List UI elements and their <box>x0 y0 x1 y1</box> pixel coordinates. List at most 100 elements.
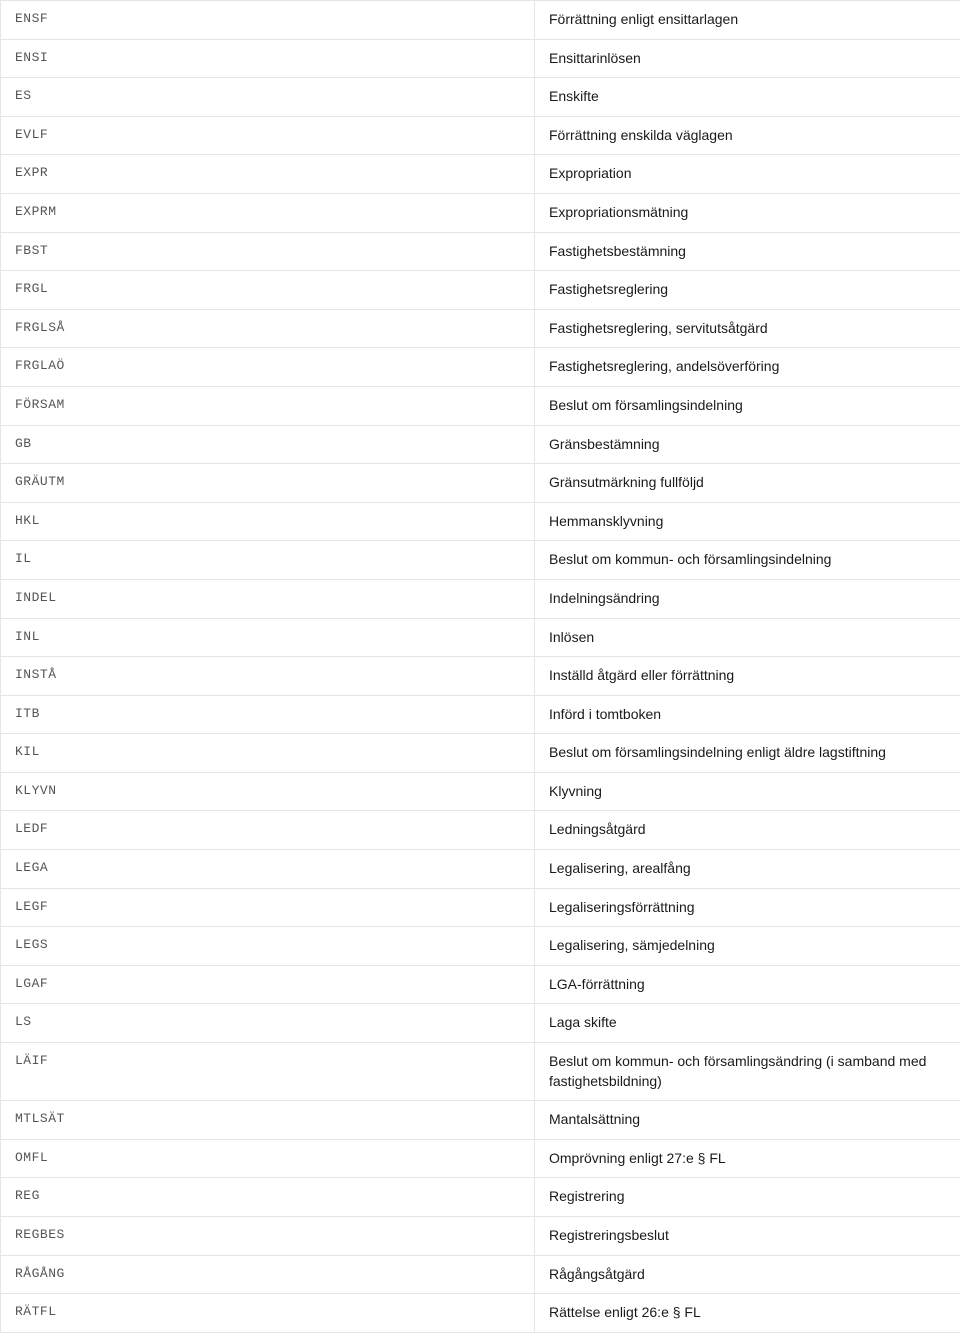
code-cell: HKL <box>1 502 535 541</box>
description-cell: Gränsbestämning <box>535 425 960 464</box>
code-cell: GRÄUTM <box>1 464 535 503</box>
code-cell: LEGA <box>1 850 535 889</box>
code-cell: LEDF <box>1 811 535 850</box>
table-row: EXPRMExpropriationsmätning <box>1 193 960 232</box>
description-cell: Inställd åtgärd eller förrättning <box>535 657 960 696</box>
description-cell: Fastighetsreglering <box>535 271 960 310</box>
code-cell: FÖRSAM <box>1 386 535 425</box>
description-cell: Fastighetsbestämning <box>535 232 960 271</box>
description-cell: Omprövning enligt 27:e § FL <box>535 1139 960 1178</box>
code-cell: ENSF <box>1 1 535 40</box>
description-cell: Rågångsåtgärd <box>535 1255 960 1294</box>
table-row: KILBeslut om församlingsindelning enligt… <box>1 734 960 773</box>
description-cell: Expropriationsmätning <box>535 193 960 232</box>
table-row: LÄIFBeslut om kommun- och församlingsänd… <box>1 1043 960 1101</box>
code-cell: IL <box>1 541 535 580</box>
description-cell: Indelningsändring <box>535 579 960 618</box>
description-cell: Beslut om kommun- och församlingsändring… <box>535 1043 960 1101</box>
table-row: FBSTFastighetsbestämning <box>1 232 960 271</box>
description-cell: Hemmansklyvning <box>535 502 960 541</box>
code-cell: LGAF <box>1 965 535 1004</box>
table-row: FÖRSAMBeslut om församlingsindelning <box>1 386 960 425</box>
description-cell: Fastighetsreglering, servitutsåtgärd <box>535 309 960 348</box>
table-row: INLInlösen <box>1 618 960 657</box>
table-row: EXPRExpropriation <box>1 155 960 194</box>
description-cell: Inlösen <box>535 618 960 657</box>
table-row: FRGLSÅFastighetsreglering, servitutsåtgä… <box>1 309 960 348</box>
code-cell: FRGLAÖ <box>1 348 535 387</box>
table-row: INSTÅInställd åtgärd eller förrättning <box>1 657 960 696</box>
description-cell: Beslut om kommun- och församlingsindelni… <box>535 541 960 580</box>
table-row: FRGLFastighetsreglering <box>1 271 960 310</box>
table-row: RÅGÅNGRågångsåtgärd <box>1 1255 960 1294</box>
code-cell: INSTÅ <box>1 657 535 696</box>
code-cell: REGBES <box>1 1217 535 1256</box>
description-cell: Legaliseringsförrättning <box>535 888 960 927</box>
description-cell: Laga skifte <box>535 1004 960 1043</box>
table-row: OMFLOmprövning enligt 27:e § FL <box>1 1139 960 1178</box>
code-cell: ES <box>1 78 535 117</box>
description-cell: Mantalsättning <box>535 1101 960 1140</box>
description-cell: Beslut om församlingsindelning enligt äl… <box>535 734 960 773</box>
table-row: REGRegistrering <box>1 1178 960 1217</box>
code-cell: KLYVN <box>1 772 535 811</box>
code-cell: EVLF <box>1 116 535 155</box>
table-row: GBGränsbestämning <box>1 425 960 464</box>
code-cell: FRGLSÅ <box>1 309 535 348</box>
description-cell: Beslut om församlingsindelning <box>535 386 960 425</box>
code-cell: ENSI <box>1 39 535 78</box>
codes-table: ENSFFörrättning enligt ensittarlagenENSI… <box>0 0 960 1333</box>
table-row: LEGSLegalisering, sämjedelning <box>1 927 960 966</box>
description-cell: Gränsutmärkning fullföljd <box>535 464 960 503</box>
description-cell: Rättelse enligt 26:e § FL <box>535 1294 960 1333</box>
table-row: INDELIndelningsändring <box>1 579 960 618</box>
description-cell: Förrättning enskilda väglagen <box>535 116 960 155</box>
code-cell: GB <box>1 425 535 464</box>
code-cell: ITB <box>1 695 535 734</box>
code-cell: RÄTFL <box>1 1294 535 1333</box>
table-row: MTLSÄTMantalsättning <box>1 1101 960 1140</box>
code-cell: FBST <box>1 232 535 271</box>
table-row: LSLaga skifte <box>1 1004 960 1043</box>
description-cell: Klyvning <box>535 772 960 811</box>
description-cell: Registrering <box>535 1178 960 1217</box>
table-row: ESEnskifte <box>1 78 960 117</box>
table-row: ENSFFörrättning enligt ensittarlagen <box>1 1 960 40</box>
code-cell: LEGS <box>1 927 535 966</box>
table-row: RÄTFLRättelse enligt 26:e § FL <box>1 1294 960 1333</box>
table-row: LEGFLegaliseringsförrättning <box>1 888 960 927</box>
table-row: LEDFLedningsåtgärd <box>1 811 960 850</box>
description-cell: LGA-förrättning <box>535 965 960 1004</box>
code-cell: MTLSÄT <box>1 1101 535 1140</box>
table-row: ILBeslut om kommun- och församlingsindel… <box>1 541 960 580</box>
code-cell: INDEL <box>1 579 535 618</box>
code-cell: EXPR <box>1 155 535 194</box>
code-cell: KIL <box>1 734 535 773</box>
description-cell: Legalisering, arealfång <box>535 850 960 889</box>
table-row: ITBInförd i tomtboken <box>1 695 960 734</box>
table-row: HKLHemmansklyvning <box>1 502 960 541</box>
code-cell: RÅGÅNG <box>1 1255 535 1294</box>
code-cell: LEGF <box>1 888 535 927</box>
code-cell: REG <box>1 1178 535 1217</box>
table-row: EVLFFörrättning enskilda väglagen <box>1 116 960 155</box>
description-cell: Förrättning enligt ensittarlagen <box>535 1 960 40</box>
table-row: REGBESRegistreringsbeslut <box>1 1217 960 1256</box>
code-cell: OMFL <box>1 1139 535 1178</box>
description-cell: Enskifte <box>535 78 960 117</box>
table-row: LGAFLGA-förrättning <box>1 965 960 1004</box>
description-cell: Införd i tomtboken <box>535 695 960 734</box>
table-row: LEGALegalisering, arealfång <box>1 850 960 889</box>
description-cell: Legalisering, sämjedelning <box>535 927 960 966</box>
code-cell: LS <box>1 1004 535 1043</box>
code-cell: EXPRM <box>1 193 535 232</box>
code-cell: INL <box>1 618 535 657</box>
description-cell: Ledningsåtgärd <box>535 811 960 850</box>
table-row: GRÄUTMGränsutmärkning fullföljd <box>1 464 960 503</box>
table-row: ENSIEnsittarinlösen <box>1 39 960 78</box>
table-row: KLYVNKlyvning <box>1 772 960 811</box>
codes-table-body: ENSFFörrättning enligt ensittarlagenENSI… <box>1 1 960 1333</box>
code-cell: LÄIF <box>1 1043 535 1101</box>
description-cell: Ensittarinlösen <box>535 39 960 78</box>
code-cell: FRGL <box>1 271 535 310</box>
